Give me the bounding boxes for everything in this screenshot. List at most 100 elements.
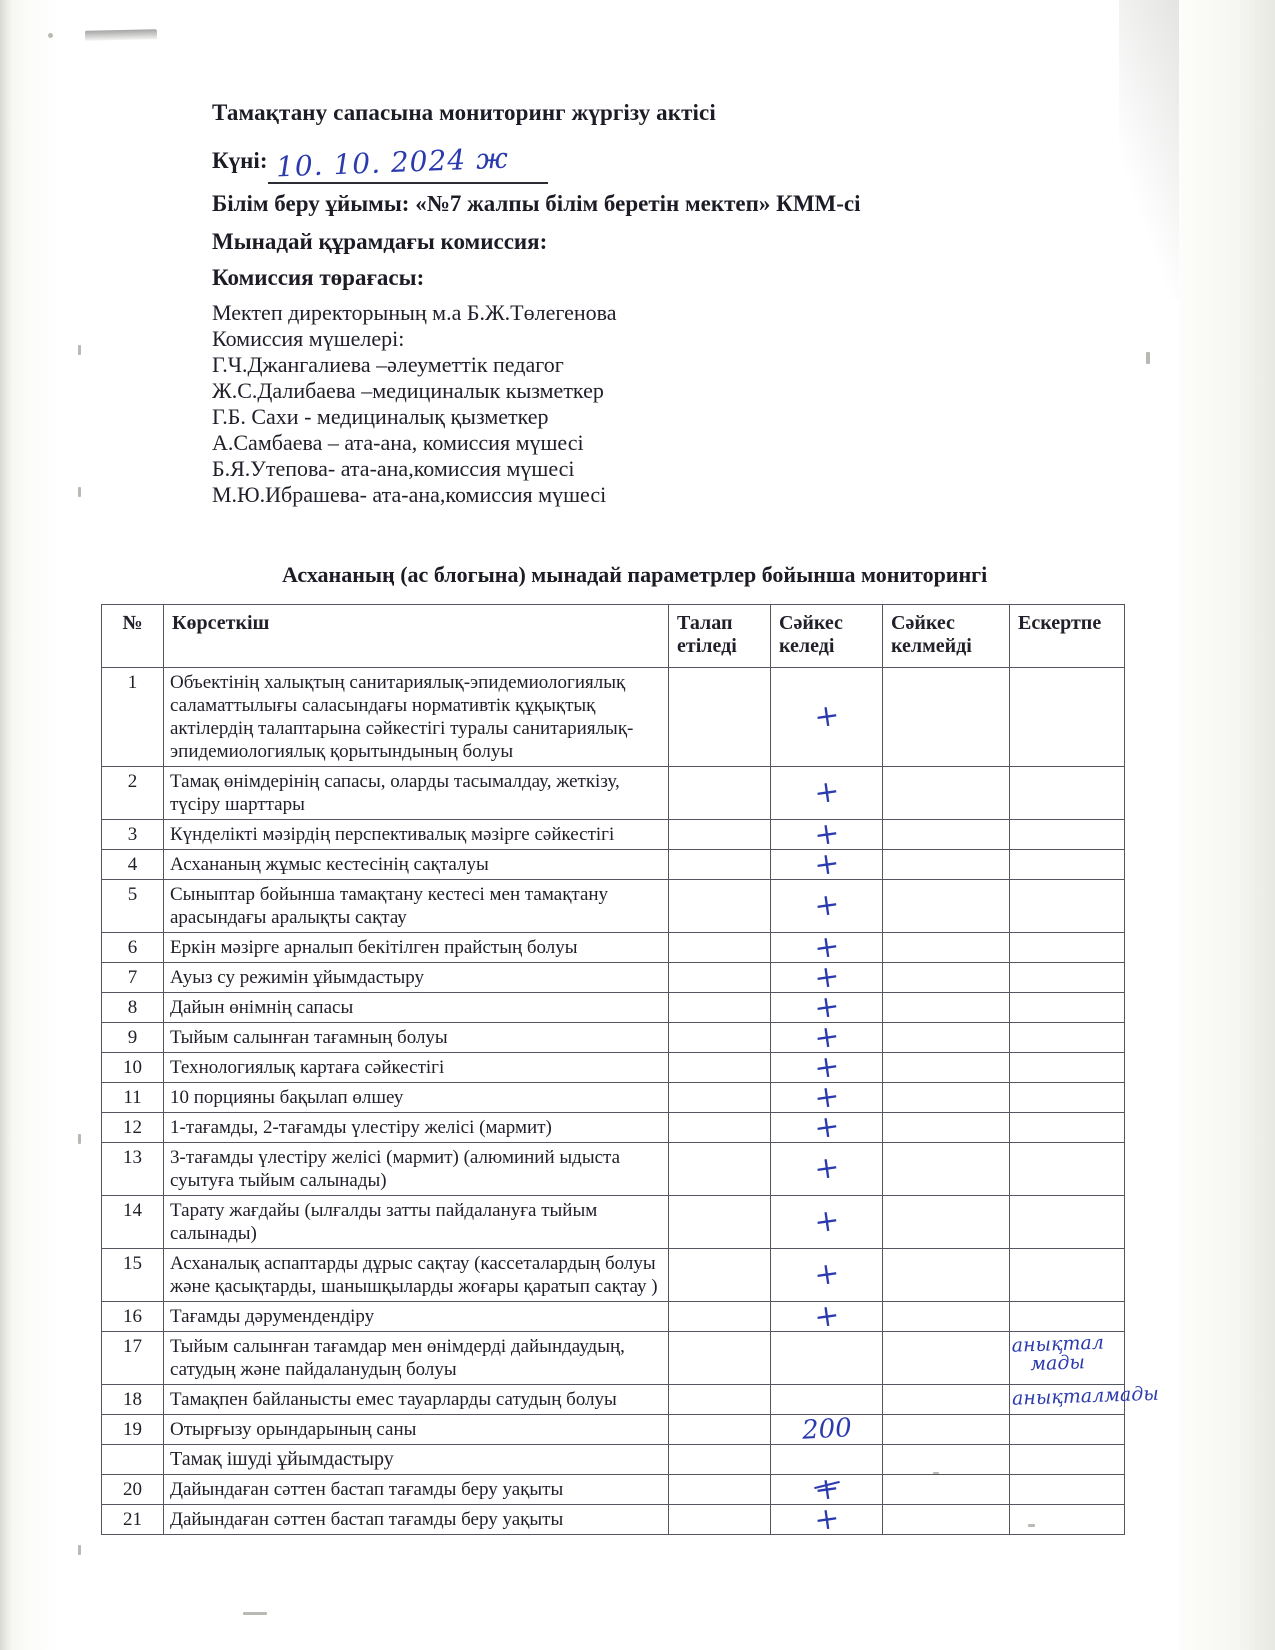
handwritten-plus-mark: +	[811, 844, 842, 884]
cell-not-conforms	[882, 1414, 1010, 1445]
cell-note: анықталмады	[1009, 1383, 1159, 1415]
cell-note	[1009, 932, 1125, 963]
handwritten-plus-mark: +	[811, 1202, 842, 1241]
cell-not-conforms	[882, 1082, 1010, 1113]
handwritten-plus-mark: +	[811, 927, 842, 967]
cell-required	[668, 1112, 771, 1143]
cell-conforms: +	[770, 814, 883, 854]
cell-note	[1009, 849, 1125, 880]
table-row: 19 Отырғызу орындарының саны 200	[101, 1412, 1125, 1446]
monitoring-section-title: Асхананың (ас блогына) мынадай параметрл…	[282, 562, 988, 587]
table-row: 4 Асхананың жұмыс кестесінің сақталуы +	[101, 844, 1125, 884]
table-row: 10 Технологиялық картаға сәйкестігі +	[101, 1047, 1125, 1087]
cell-conforms: +	[770, 1248, 883, 1302]
column-header-num: №	[101, 604, 164, 668]
table-row: 9 Тыйым салынған тағамның болуы +	[101, 1018, 1125, 1056]
cell-required	[668, 1474, 771, 1505]
table-row: 18 Тамақпен байланысты емес тауарларды са…	[101, 1383, 1159, 1415]
cell-num: 17	[101, 1331, 164, 1385]
cell-indicator: Тыйым салынған тағамның болуы	[163, 1022, 669, 1053]
cell-conforms: +	[770, 957, 883, 997]
cell-num: 19	[101, 1414, 164, 1445]
cell-num: 1	[101, 667, 164, 767]
cell-required	[668, 1248, 771, 1302]
list-item: Г.Б. Сахи - медициналық қызметкер	[212, 404, 549, 429]
cell-note	[1009, 819, 1125, 850]
cell-note	[1009, 1414, 1125, 1445]
date-label: Күні:	[212, 148, 268, 173]
table-row: 15 Асханалық аспаптарды дұрыс сақтау (кас…	[101, 1248, 1125, 1302]
table-row: 12 1-тағамды, 2-тағамды үлестіру желісі (…	[101, 1108, 1125, 1146]
cell-indicator: Дайындаған сәттен бастап тағамды беру уа…	[163, 1474, 669, 1505]
cell-indicator: 3-тағамды үлестіру желісі (мармит) (алюм…	[163, 1142, 669, 1196]
cell-required	[668, 1082, 771, 1113]
cell-note	[1009, 1248, 1125, 1302]
cell-num: 18	[101, 1384, 164, 1415]
handwritten-plus-mark: +	[811, 814, 842, 854]
cell-indicator: Тамақ өнімдерінің сапасы, оларды тасымал…	[163, 766, 669, 820]
column-header-required: Талап етіледі	[668, 604, 771, 668]
scan-shadow	[1119, 0, 1179, 300]
cell-not-conforms	[882, 1052, 1010, 1083]
table-row: 13 3-тағамды үлестіру желісі (мармит) (ал…	[101, 1142, 1125, 1196]
document-title: Тамақтану сапасына мониторинг жүргізу ак…	[212, 100, 716, 125]
cell-note	[1009, 667, 1125, 767]
cell-note	[1009, 879, 1125, 933]
cell-not-conforms	[882, 962, 1010, 993]
list-item: Комиссия мүшелері:	[212, 326, 405, 351]
scan-speck	[1146, 352, 1150, 364]
cell-required	[668, 932, 771, 963]
handwritten-plus-mark: +	[811, 957, 842, 997]
organization-row: Білім беру ұйымы: «№7 жалпы білім береті…	[212, 191, 861, 217]
handwritten-plus-mark: +	[811, 1077, 842, 1117]
cell-conforms: +	[770, 844, 883, 884]
cell-not-conforms	[882, 766, 1010, 820]
cell-not-conforms	[882, 992, 1010, 1023]
cell-not-conforms	[882, 932, 1010, 963]
cell-not-conforms	[882, 1112, 1010, 1143]
cell-indicator: Тамақпен байланысты емес тауарларды сату…	[163, 1384, 669, 1415]
cell-conforms: +	[770, 1195, 883, 1249]
list-item: Ж.С.Далибаева –медициналык кызметкер	[212, 378, 604, 403]
cell-required	[668, 1022, 771, 1053]
cell-conforms	[770, 1331, 883, 1385]
cell-note	[1009, 766, 1125, 820]
handwritten-plus-mark: +	[811, 1149, 842, 1188]
cell-indicator: Тыйым салынған тағамдар мен өнімдерді да…	[163, 1331, 669, 1385]
cell-note	[1009, 1444, 1125, 1475]
handwritten-plus-mark: +	[811, 773, 842, 812]
scan-speck	[78, 1545, 81, 1555]
table-row: 21 Дайындаған сәттен бастап тағамды беру …	[101, 1500, 1125, 1538]
cell-indicator: Дайындаған сәттен бастап тағамды беру уа…	[163, 1504, 669, 1535]
handwritten-plus-mark: +	[811, 1255, 842, 1294]
cell-indicator: Ауыз су режимін ұйымдастыру	[163, 962, 669, 993]
cell-num: 21	[101, 1504, 164, 1535]
cell-not-conforms	[882, 1195, 1010, 1249]
handwritten-plus-mark: +	[811, 1047, 842, 1087]
cell-num: 9	[101, 1022, 164, 1053]
cell-not-conforms	[882, 1331, 1010, 1385]
table-row: 6 Еркін мәзірге арналып бекітілген прайст…	[101, 927, 1125, 967]
handwritten-number: 200	[800, 1412, 853, 1446]
cell-required	[668, 962, 771, 993]
cell-not-conforms	[882, 879, 1010, 933]
cell-not-conforms	[882, 1142, 1010, 1196]
table-row: 3 Күнделікті мәзірдің перспективалық мәзі…	[101, 814, 1125, 854]
cell-num: 4	[101, 849, 164, 880]
scan-right-edge	[1179, 0, 1275, 1650]
cell-conforms: +	[770, 1077, 883, 1117]
cell-note	[1009, 1474, 1125, 1505]
cell-conforms: 200	[770, 1412, 883, 1446]
cell-indicator: Күнделікті мәзірдің перспективалық мәзір…	[163, 819, 669, 850]
cell-indicator: 1-тағамды, 2-тағамды үлестіру желісі (ма…	[163, 1112, 669, 1143]
cell-not-conforms	[882, 1504, 1010, 1535]
cell-not-conforms	[882, 1301, 1010, 1332]
cell-num: 5	[101, 879, 164, 933]
cell-required	[668, 879, 771, 933]
cell-note	[1009, 1052, 1125, 1083]
cell-num: 13	[101, 1142, 164, 1196]
cell-conforms: +	[770, 766, 883, 820]
cell-num: 15	[101, 1248, 164, 1302]
cell-note	[1009, 1142, 1125, 1196]
